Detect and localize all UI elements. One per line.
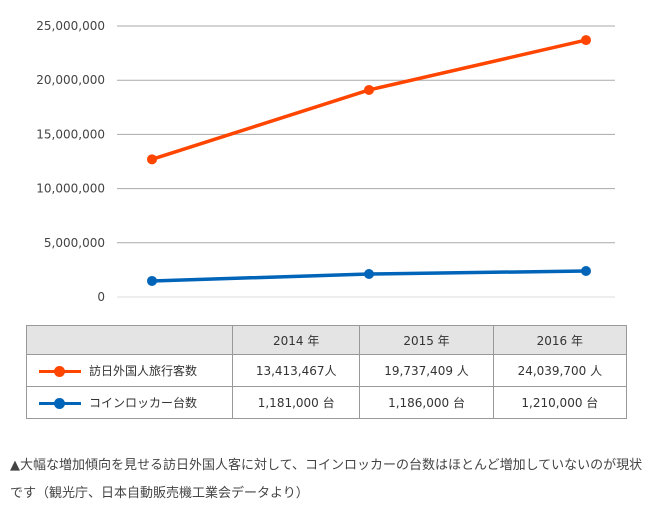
data-table: 2014 年 2015 年 2016 年 訪日外国人旅行客数 13,413,46… xyxy=(26,325,628,419)
legend-label: コインロッカー台数 xyxy=(89,396,198,410)
table-header-row: 2014 年 2015 年 2016 年 xyxy=(26,325,628,355)
table-cell: 19,737,409 人 xyxy=(359,354,494,387)
table-row: コインロッカー台数 1,181,000 台 1,186,000 台 1,210,… xyxy=(26,386,628,419)
legend-line-icon xyxy=(39,398,81,409)
y-tick-label: 5,000,000 xyxy=(44,236,105,250)
table-row: 訪日外国人旅行客数 13,413,467人 19,737,409 人 24,03… xyxy=(26,354,628,387)
data-point xyxy=(147,154,157,165)
header-2016: 2016 年 xyxy=(492,325,628,355)
legend-visitors: 訪日外国人旅行客数 xyxy=(26,354,233,387)
legend-lockers: コインロッカー台数 xyxy=(26,386,233,419)
table-cell: 13,413,467人 xyxy=(231,354,361,387)
caption: ▲大幅な増加傾向を見せる訪日外国人客に対して、コインロッカーの台数はほとんど増加… xyxy=(10,458,643,501)
y-tick-label: 20,000,000 xyxy=(36,73,105,87)
table-cell: 1,181,000 台 xyxy=(231,386,361,419)
y-tick-label: 25,000,000 xyxy=(36,19,105,33)
header-2015: 2015 年 xyxy=(359,325,494,355)
y-tick-label: 10,000,000 xyxy=(36,182,105,196)
series-line-0 xyxy=(151,38,587,161)
legend-label: 訪日外国人旅行客数 xyxy=(89,364,198,378)
table-cell: 24,039,700 人 xyxy=(492,354,628,387)
data-point xyxy=(147,275,157,286)
data-point xyxy=(581,265,591,276)
y-tick-label: 15,000,000 xyxy=(36,127,105,141)
table-cell: 1,186,000 台 xyxy=(359,386,494,419)
legend-line-icon xyxy=(39,366,81,377)
header-empty xyxy=(26,325,233,355)
y-tick-label: 0 xyxy=(97,290,105,304)
header-2014: 2014 年 xyxy=(231,325,361,355)
data-point xyxy=(581,35,591,46)
data-point xyxy=(364,84,374,95)
data-point xyxy=(364,269,374,280)
table-cell: 1,210,000 台 xyxy=(492,386,628,419)
line-chart: 0 5,000,000 10,000,000 15,000,000 20,000,000… xyxy=(36,19,615,304)
